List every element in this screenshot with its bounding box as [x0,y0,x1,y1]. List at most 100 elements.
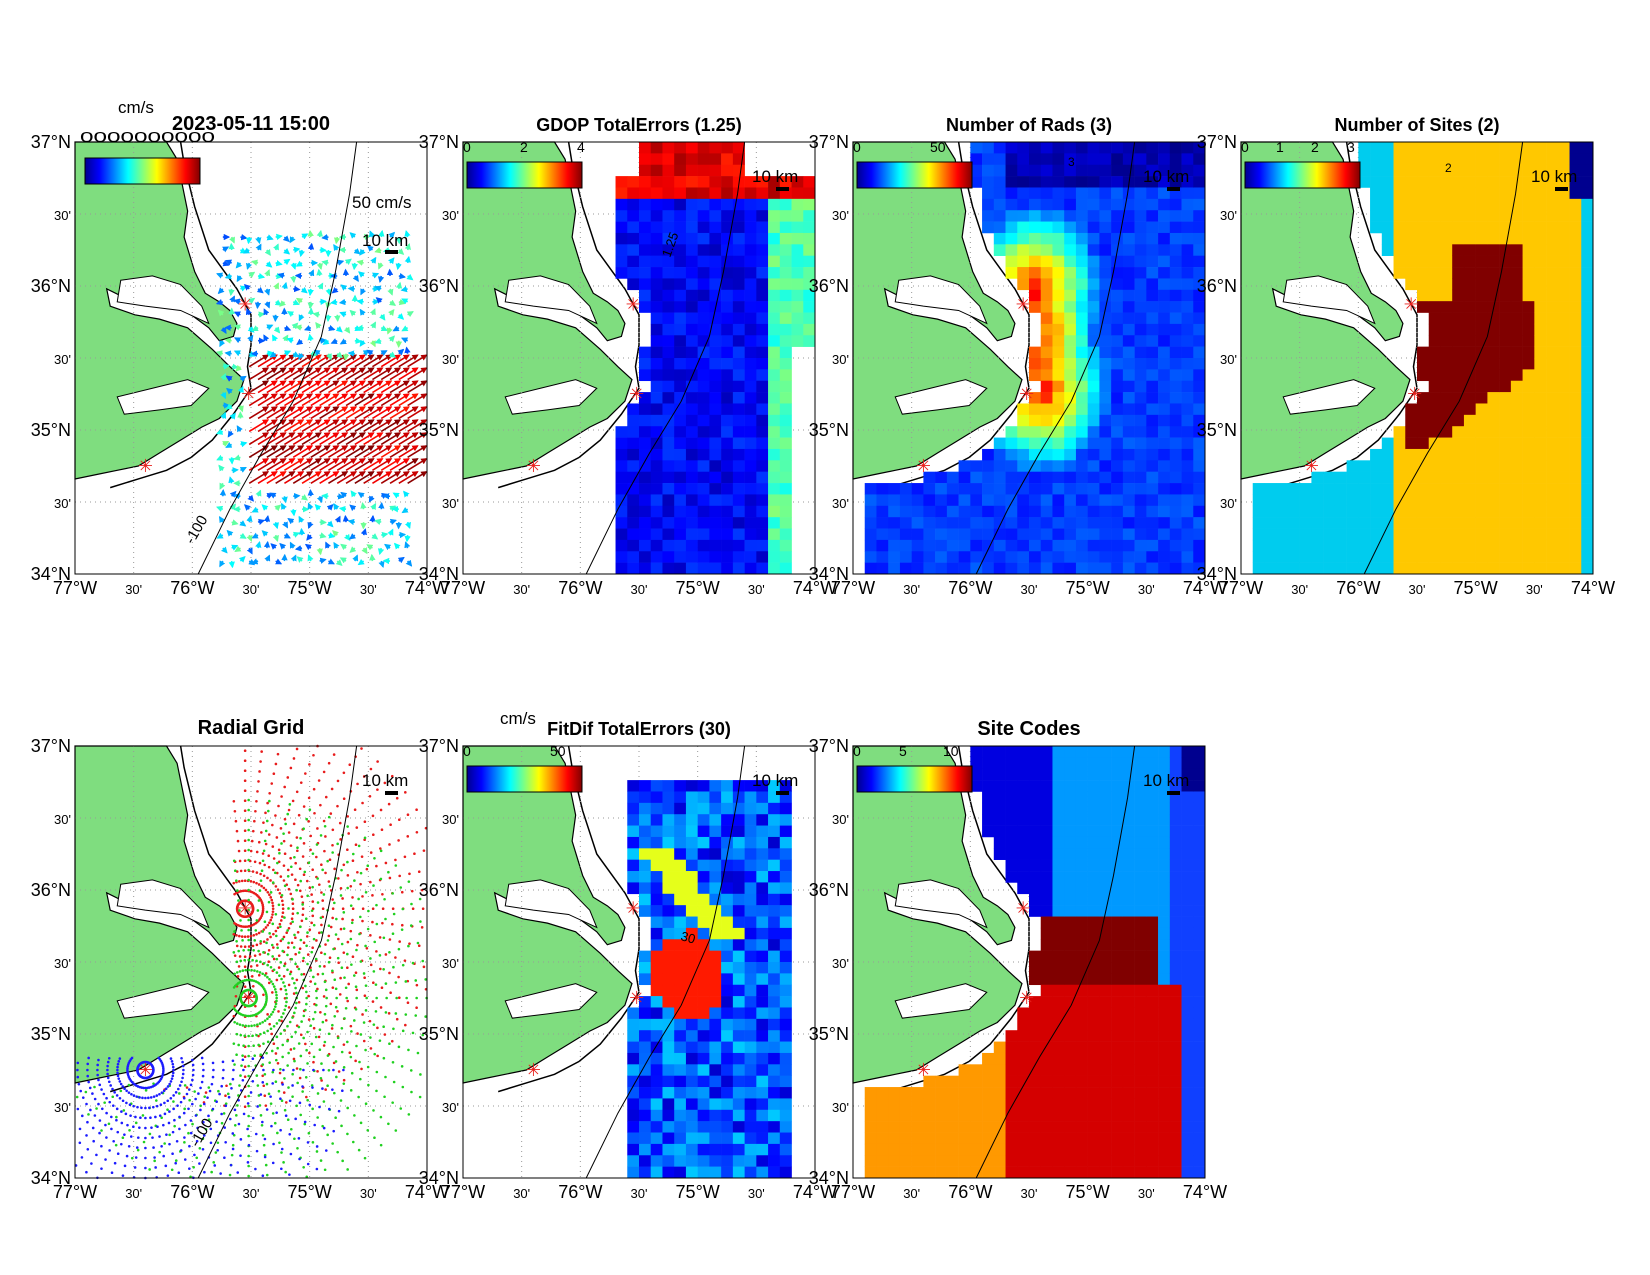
field-cell [1029,346,1042,359]
grid-point [323,952,327,956]
field-cell [1169,221,1182,234]
current-vector [404,541,411,549]
grid-point [266,923,270,927]
grid-point [272,857,276,860]
field-cell [899,483,912,495]
field-cell [650,1007,663,1020]
field-cell [721,1087,734,1099]
field-cell [1064,255,1077,268]
grid-point [243,1075,247,1079]
field-cell [697,539,710,552]
grid-point [269,879,272,882]
current-vector [372,406,393,420]
field-cell [1158,289,1171,302]
field-cell [662,1087,675,1099]
field-cell [709,221,722,234]
field-cell [1499,210,1512,222]
field-cell [1158,380,1171,393]
current-vector [403,490,410,498]
grid-point [308,1051,311,1055]
grid-point [301,986,305,990]
grid-point [367,1083,370,1087]
field-cell [1064,562,1077,575]
field-cell [1075,142,1088,154]
current-vector [328,445,349,459]
field-cell [685,1155,698,1167]
grid-point [272,968,276,972]
grid-point [233,1108,237,1112]
grid-point [349,1089,353,1092]
current-vector [220,391,227,400]
grid-point [369,1036,372,1039]
field-cell [1546,539,1559,552]
grid-point [129,1114,132,1117]
grid-point [321,972,325,976]
field-cell [1193,187,1206,200]
field-cell [650,528,663,541]
grid-point [388,876,392,880]
grid-point [329,812,333,815]
field-cell [1393,164,1406,177]
grid-point [362,1021,366,1024]
grid-point [278,1141,281,1145]
field-cell [1557,278,1570,291]
field-cell [1158,426,1171,438]
current-vector [378,229,385,238]
grid-point [305,944,308,948]
current-vector [284,380,305,394]
grid-point [278,922,282,926]
field-cell [639,437,652,450]
field-cell [803,255,816,268]
field-cell [1370,494,1383,507]
grid-point [96,1068,99,1072]
grid-point [243,779,247,783]
grid-point [297,1042,301,1045]
grid-point [379,1115,383,1119]
grid-point [342,911,346,914]
grid-point [240,935,244,938]
grid-point [103,1101,106,1104]
grid-point [322,770,326,774]
field-cell [639,210,652,222]
field-cell [1134,255,1147,268]
field-cell [1181,312,1194,325]
field-cell [1029,403,1042,416]
field-cell [650,539,663,552]
field-cell [1299,483,1312,495]
field-cell [662,1132,675,1145]
field-cell [721,1098,734,1111]
grid-point [234,994,238,998]
field-cell [615,232,628,245]
grid-point [268,791,271,795]
grid-point [100,1144,103,1148]
field-cell [1181,164,1194,177]
field-cell [1075,403,1088,416]
current-vector [256,286,264,294]
grid-point [243,1055,247,1059]
field-cell [650,905,663,917]
field-cell [1181,346,1194,359]
current-vector [374,247,382,254]
field-cell [1428,392,1441,404]
field-cell [1569,232,1582,245]
grid-point [254,809,257,813]
grid-point [334,987,338,991]
field-cell [923,562,936,575]
field-cell [1522,358,1535,370]
field-cell [1370,517,1383,529]
grid-point [351,859,355,863]
grid-point [263,1155,267,1159]
field-cell [1417,460,1430,472]
field-cell [639,859,652,872]
field-cell [1440,312,1453,325]
field-cell [662,871,675,883]
grid-point [138,1126,141,1129]
field-cell [674,551,687,563]
field-cell [697,210,710,222]
field-cell [756,358,769,370]
field-cell [744,312,757,325]
field-cell [1099,232,1112,245]
grid-point [346,860,349,864]
field-cell [1193,539,1206,552]
field-cell [1087,346,1100,359]
